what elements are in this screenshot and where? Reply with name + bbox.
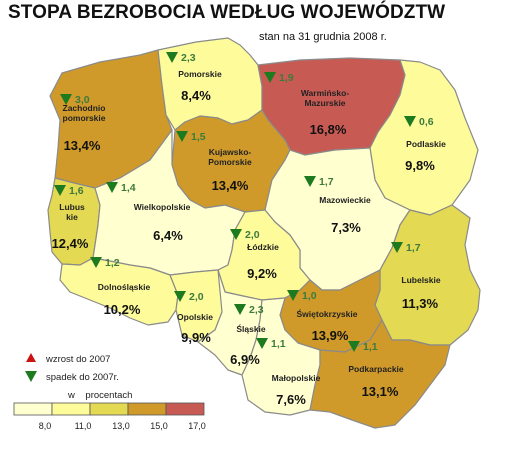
region-name-warminsko-mazurskie: Mazurskie xyxy=(304,98,345,108)
arrow-down-icon xyxy=(106,182,118,193)
region-rate-wielkopolskie: 6,4% xyxy=(153,228,183,243)
region-name-lubuskie: Lubus xyxy=(59,202,85,212)
region-change-malopolskie: 1,1 xyxy=(271,338,286,350)
legend-tick-label: 8,0 xyxy=(39,421,52,431)
region-name-warminsko-mazurskie: Warmińsko- xyxy=(301,88,350,98)
legend: wzrost do 2007 spadek do 2007r. w procenta… xyxy=(13,353,206,431)
arrow-down-icon xyxy=(60,94,72,105)
arrow-down-icon xyxy=(234,304,246,315)
arrow-down-icon xyxy=(230,229,242,240)
legend-tick-label: 15,0 xyxy=(150,421,168,431)
map-title: STOPA BEZROBOCIA WEDŁUG WOJEWÓDZTW xyxy=(8,2,446,23)
region-rate-malopolskie: 7,6% xyxy=(276,392,306,407)
arrow-down-icon xyxy=(264,72,276,83)
region-name-zachodniopomorskie: Zachodnio xyxy=(63,103,106,113)
legend-swatch-11_13 xyxy=(89,402,129,416)
region-change-lubelskie: 1,7 xyxy=(406,242,421,254)
region-change-pomorskie: 2,3 xyxy=(181,52,196,64)
region-name-kujawsko-pomorskie: Pomorskie xyxy=(208,157,252,167)
legend-tick-label: 11,0 xyxy=(75,421,92,431)
region-rate-slaskie: 6,9% xyxy=(230,352,260,367)
region-rate-lubelskie: 11,3% xyxy=(402,296,439,311)
region-change-lubuskie: 1,6 xyxy=(69,185,84,197)
region-rate-opolskie: 9,9% xyxy=(181,330,211,345)
region-change-wielkopolskie: 1,4 xyxy=(121,182,136,194)
region-rate-lubuskie: 12,4% xyxy=(52,236,89,251)
region-change-swietokrzyskie: 1,0 xyxy=(302,290,317,302)
region-name-podkarpackie: Podkarpackie xyxy=(348,364,404,374)
region-change-opolskie: 2,0 xyxy=(189,291,204,303)
arrow-down-icon xyxy=(90,257,102,268)
region-name-pomorskie: Pomorskie xyxy=(178,69,222,79)
region-change-podlaskie: 0,6 xyxy=(419,116,434,128)
region-name-swietokrzyskie: Świętokrzyskie xyxy=(297,308,358,319)
legend-swatch-15_17 xyxy=(165,402,205,416)
region-rate-lodzkie: 9,2% xyxy=(247,266,277,281)
region-name-lodzkie: Łódzkie xyxy=(247,242,279,252)
region-pomorskie xyxy=(157,37,263,131)
region-name-slaskie: Śląskie xyxy=(236,323,266,334)
legend-tick-label: 13,0 xyxy=(112,421,130,431)
region-name-podlaskie: Podlaskie xyxy=(406,139,446,149)
region-name-opolskie: Opolskie xyxy=(177,312,213,322)
map-subtitle: stan na 31 grudnia 2008 r. xyxy=(259,31,387,43)
region-change-kujawsko-pomorskie: 1,5 xyxy=(191,131,206,143)
arrow-down-icon xyxy=(404,116,416,127)
region-rate-mazowieckie: 7,3% xyxy=(331,220,361,235)
region-rate-zachodniopomorskie: 13,4% xyxy=(64,138,101,153)
legend-down-label: spadek do 2007r. xyxy=(46,372,119,383)
arrow-down-icon xyxy=(391,242,403,253)
legend-tick-label: 17,0 xyxy=(188,421,206,431)
region-name-dolnoslaskie: Dolnośląskie xyxy=(98,282,151,292)
region-rate-podlaskie: 9,8% xyxy=(405,158,435,173)
region-rate-podkarpackie: 13,1% xyxy=(362,384,399,399)
region-name-kujawsko-pomorskie: Kujawsko- xyxy=(209,147,252,157)
arrow-down-icon xyxy=(25,371,37,382)
region-rate-warminsko-mazurskie: 16,8% xyxy=(310,122,347,137)
arrow-down-icon xyxy=(176,131,188,142)
region-name-wielkopolskie: Wielkopolskie xyxy=(134,202,191,212)
region-name-mazowieckie: Mazowieckie xyxy=(319,195,371,205)
region-rate-pomorskie: 8,4% xyxy=(181,88,211,103)
arrow-down-icon xyxy=(166,52,178,63)
region-rate-kujawsko-pomorskie: 13,4% xyxy=(212,178,249,193)
region-name-malopolskie: Małopolskie xyxy=(272,373,321,383)
region-rate-swietokrzyskie: 13,9% xyxy=(312,328,349,343)
region-change-lodzkie: 2,0 xyxy=(245,229,260,241)
region-change-zachodniopomorskie: 3,0 xyxy=(75,94,90,106)
region-change-dolnoslaskie: 1,2 xyxy=(105,257,120,269)
region-change-slaskie: 2,3 xyxy=(249,304,264,316)
region-change-mazowieckie: 1,7 xyxy=(319,176,334,188)
arrow-down-icon xyxy=(348,341,360,352)
region-name-lubuskie: kie xyxy=(66,212,78,222)
arrow-down-icon xyxy=(304,176,316,187)
legend-swatch-13_15 xyxy=(127,402,167,416)
arrow-down-icon xyxy=(54,185,66,196)
region-name-zachodniopomorskie: pomorskie xyxy=(63,113,106,123)
legend-up-label: wzrost do 2007 xyxy=(45,354,110,365)
region-name-lubelskie: Lubelskie xyxy=(401,275,440,285)
region-podkarpackie xyxy=(309,319,451,429)
arrow-up-icon xyxy=(26,353,36,362)
legend-swatch-8_11 xyxy=(51,402,91,416)
arrow-down-icon xyxy=(287,290,299,301)
arrow-down-icon xyxy=(174,291,186,302)
arrow-down-icon xyxy=(256,338,268,349)
region-rate-dolnoslaskie: 10,2% xyxy=(104,302,141,317)
region-change-warminsko-mazurskie: 1,9 xyxy=(279,72,294,84)
regions-layer xyxy=(47,37,481,429)
legend-unit-label: w procentach xyxy=(67,390,132,401)
region-change-podkarpackie: 1,1 xyxy=(363,341,378,353)
legend-swatch-below_8 xyxy=(13,402,53,416)
